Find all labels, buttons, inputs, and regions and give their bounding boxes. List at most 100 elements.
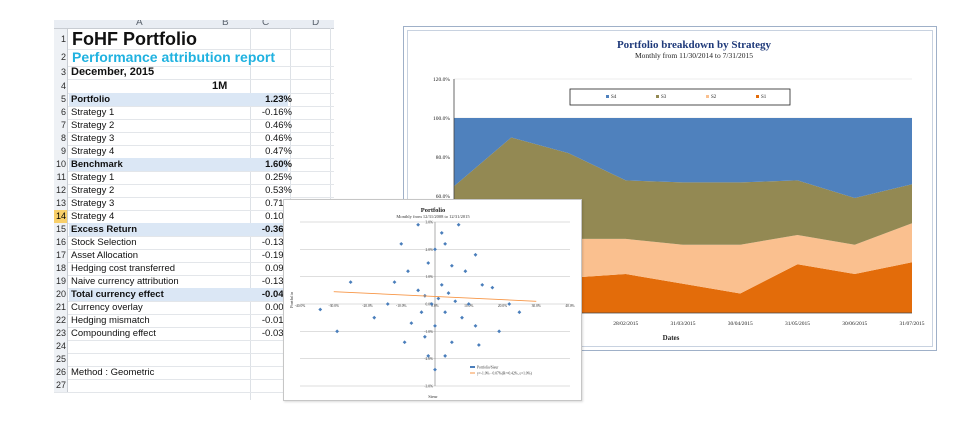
scatter-point[interactable] [419,310,424,315]
scatter-point[interactable] [476,343,481,347]
row-number[interactable]: 27 [54,379,68,392]
cell-a[interactable]: Asset Allocation [71,250,139,261]
row-number[interactable]: 23 [54,327,68,340]
row-number[interactable]: 15 [54,223,68,236]
row-number[interactable]: 9 [54,145,68,158]
row-number[interactable]: 8 [54,132,68,145]
scatter-point[interactable] [372,315,377,320]
row-number[interactable]: 22 [54,314,68,327]
cell-b[interactable]: 0.00% [265,302,292,313]
scatter-point[interactable] [443,241,448,246]
scatter-point[interactable] [473,323,478,328]
scatter-point[interactable] [402,340,407,345]
cell-b[interactable]: 1.23% [265,94,292,105]
cell-a[interactable]: Strategy 1 [71,172,115,183]
row-number[interactable]: 18 [54,262,68,275]
sheet-row[interactable]: 2 Performance attribution report [54,49,334,67]
scatter-point[interactable] [348,280,353,285]
cell-b[interactable]: -0.19% [261,250,292,261]
cell-b[interactable]: -0.16% [261,107,292,118]
cell-a[interactable]: Strategy 4 [71,146,115,157]
scatter-point[interactable] [463,269,468,274]
scatter-point[interactable] [439,231,444,235]
sheet-row[interactable]: 24 [54,340,334,354]
sheet-row[interactable]: 16 Stock Selection -0.13% [54,236,334,250]
cell-a[interactable]: Hedging mismatch [71,315,150,326]
cell-b[interactable]: 0.47% [265,146,292,157]
row-number[interactable]: 6 [54,106,68,119]
row-number[interactable]: 17 [54,249,68,262]
scatter-point[interactable] [426,354,431,358]
column-header-d[interactable]: D [312,20,320,28]
sheet-row[interactable]: 21 Currency overlay 0.00% [54,301,334,315]
scatter-point[interactable] [443,310,448,315]
row-number[interactable]: 20 [54,288,68,301]
row-number[interactable]: 1 [54,29,68,49]
sheet-row[interactable]: 13 Strategy 3 0.71% [54,197,334,211]
cell-b[interactable]: 0.25% [265,172,292,183]
sheet-row[interactable]: 15 Excess Return -0.36% [54,223,334,237]
row-number[interactable]: 21 [54,301,68,314]
row-number[interactable]: 4 [54,79,68,93]
scatter-point[interactable] [406,269,410,274]
scatter-point[interactable] [433,323,437,328]
cell-b[interactable]: 0.71% [265,198,292,209]
row-number[interactable]: 19 [54,275,68,288]
sheet-row[interactable]: 7 Strategy 2 0.46% [54,119,334,133]
area-series-s4[interactable] [454,118,912,198]
sheet-row[interactable]: 3 December, 2015 [54,66,334,80]
row-number[interactable]: 24 [54,340,68,353]
cell-b[interactable]: 1M [212,80,228,92]
scatter-point[interactable] [433,247,437,252]
row-number[interactable]: 25 [54,353,68,366]
cell-b[interactable]: 0.46% [265,120,292,131]
cell-b[interactable]: -0.01% [261,315,292,326]
sheet-row[interactable]: 4 1M [54,79,334,94]
scatter-point[interactable] [409,321,414,326]
scatter-point[interactable] [399,241,404,246]
sheet-row[interactable]: 11 Strategy 1 0.25% [54,171,334,185]
scatter-point[interactable] [460,315,464,320]
row-number[interactable]: 2 [54,49,68,66]
column-header-a[interactable]: A [136,20,143,28]
sheet-row[interactable]: 9 Strategy 4 0.47% [54,145,334,159]
scatter-point[interactable] [416,222,421,227]
scatter-point[interactable] [473,252,478,257]
scatter-point[interactable] [433,367,437,372]
cell-b[interactable]: -0.13% [261,237,292,248]
cell-b[interactable]: 0.10% [265,211,292,222]
row-number[interactable]: 5 [54,93,68,106]
sheet-row[interactable]: 18 Hedging cost transferred 0.09% [54,262,334,276]
scatter-point[interactable] [392,280,397,285]
scatter-point[interactable] [507,302,512,306]
portfolio-scatter-chart[interactable]: Portfolio Monthly from 12/31/2008 to 12/… [283,199,582,401]
scatter-point[interactable] [385,302,390,306]
sheet-row[interactable]: 20 Total currency effect -0.04% [54,288,334,302]
sheet-row[interactable]: 8 Strategy 3 0.46% [54,132,334,146]
cell-a[interactable]: Strategy 4 [71,211,115,222]
cell-b[interactable]: 0.09% [265,263,292,274]
scatter-point[interactable] [422,334,427,339]
cell-a[interactable]: Performance attribution report [72,49,276,65]
cell-a[interactable]: Strategy 1 [71,107,115,118]
sheet-row[interactable]: 23 Compounding effect -0.03% [54,327,334,341]
cell-a[interactable]: Strategy 2 [71,185,115,196]
scatter-point[interactable] [439,282,444,287]
column-header-b[interactable]: B [222,20,229,28]
cell-a[interactable]: Portfolio [71,94,111,105]
scatter-point[interactable] [416,288,421,293]
cell-b[interactable]: 1.60% [265,159,292,170]
cell-a[interactable]: Strategy 3 [71,133,115,144]
cell-a[interactable]: Currency overlay [71,302,143,313]
cell-a[interactable]: Strategy 3 [71,198,115,209]
sheet-row[interactable]: 5 Portfolio 1.23% [54,93,334,107]
sheet-row[interactable]: 1 FoHF Portfolio [54,29,334,50]
scatter-point[interactable] [480,282,485,287]
sheet-row[interactable]: 26 Method : Geometric [54,366,334,380]
row-number[interactable]: 26 [54,366,68,379]
row-number[interactable]: 13 [54,197,68,210]
sheet-row[interactable]: 27 [54,379,334,393]
cell-b[interactable]: -0.04% [261,289,292,300]
scatter-point[interactable] [449,263,454,268]
sheet-row[interactable]: 10 Benchmark 1.60% [54,158,334,172]
